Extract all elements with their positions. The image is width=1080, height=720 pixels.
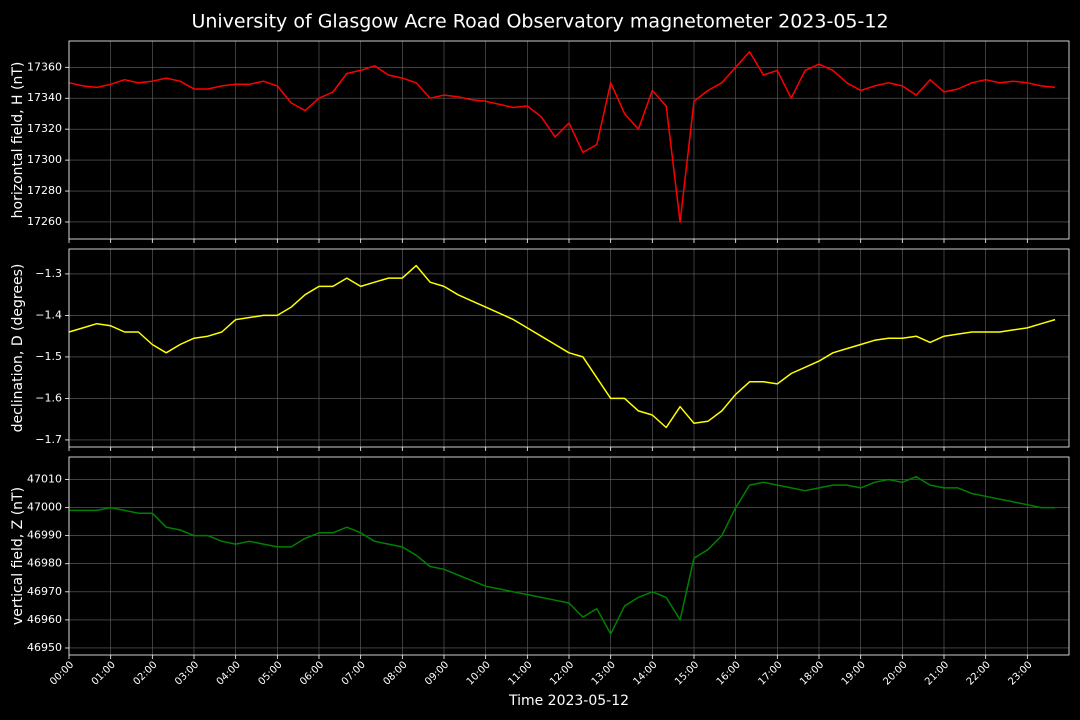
x-tick-label: 16:00 xyxy=(715,659,743,687)
chart-title: University of Glasgow Acre Road Observat… xyxy=(191,11,888,33)
y-tick-label: 47010 xyxy=(27,472,62,485)
y-tick-label: −1.7 xyxy=(35,433,62,446)
x-axis-label: Time 2023-05-12 xyxy=(508,693,629,709)
y-tick-label: 17320 xyxy=(27,122,62,135)
x-tick-label: 13:00 xyxy=(590,659,618,687)
x-tick-label: 07:00 xyxy=(340,659,368,687)
x-tick-label: 10:00 xyxy=(465,659,493,687)
x-tick-label: 15:00 xyxy=(673,659,701,687)
x-tick-label: 18:00 xyxy=(798,659,826,687)
y-tick-label: 46980 xyxy=(27,557,62,570)
y-tick-label: −1.6 xyxy=(35,391,62,404)
series-line xyxy=(68,51,1056,223)
x-tick-label: 14:00 xyxy=(631,659,659,687)
x-tick-label: 12:00 xyxy=(548,659,576,687)
x-tick-label: 20:00 xyxy=(881,659,909,687)
y-tick-label: 17300 xyxy=(27,153,62,166)
x-tick-label: 21:00 xyxy=(923,659,951,687)
y-tick-label: 46970 xyxy=(27,585,62,598)
series-line xyxy=(69,475,1056,635)
x-tick-label: 19:00 xyxy=(840,659,868,687)
y-tick-label: 17340 xyxy=(27,91,62,104)
y-tick-label: 47000 xyxy=(27,501,62,514)
y-axis-label: horizontal field, H (nT) xyxy=(10,62,26,219)
x-tick-label: 17:00 xyxy=(756,659,784,687)
x-tick-label: 05:00 xyxy=(256,659,284,687)
y-axis-label: declination, D (degrees) xyxy=(10,264,26,433)
x-tick-label: 09:00 xyxy=(423,659,451,687)
y-tick-label: 46960 xyxy=(27,613,62,626)
series-line xyxy=(68,264,1056,429)
x-tick-label: 01:00 xyxy=(90,659,118,687)
x-tick-label: 22:00 xyxy=(965,659,993,687)
y-tick-label: 46990 xyxy=(27,529,62,542)
y-tick-label: 46950 xyxy=(27,641,62,654)
plot-frame xyxy=(68,248,1070,448)
y-tick-label: 17260 xyxy=(27,215,62,228)
x-tick-label: 02:00 xyxy=(131,659,159,687)
y-axis-label: vertical field, Z (nT) xyxy=(10,487,26,625)
x-tick-label: 03:00 xyxy=(173,659,201,687)
x-tick-label: 11:00 xyxy=(506,659,534,687)
y-tick-label: 17360 xyxy=(27,60,62,73)
y-tick-label: −1.5 xyxy=(35,350,62,363)
x-tick-label: 08:00 xyxy=(381,659,409,687)
x-tick-label: 04:00 xyxy=(215,659,243,687)
y-tick-label: 17280 xyxy=(27,184,62,197)
plot-frame xyxy=(68,456,1070,656)
x-tick-label: 00:00 xyxy=(48,659,76,687)
x-tick-label: 23:00 xyxy=(1006,659,1034,687)
x-tick-label: 06:00 xyxy=(298,659,326,687)
y-tick-label: −1.3 xyxy=(35,267,62,280)
plot-frame xyxy=(68,40,1070,240)
y-tick-label: −1.4 xyxy=(35,308,62,321)
